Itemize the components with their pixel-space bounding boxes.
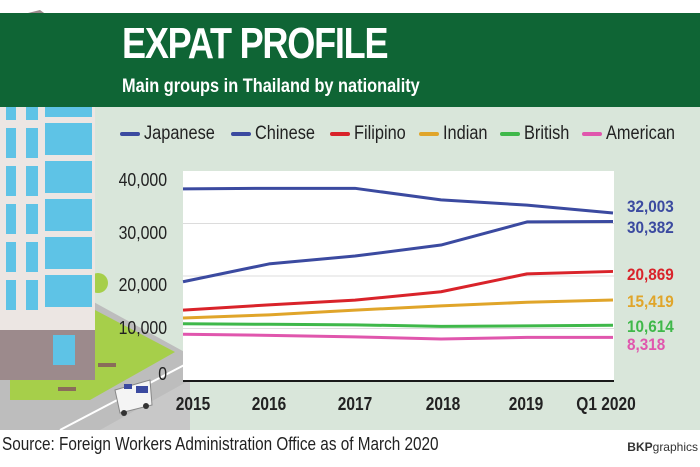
legend-swatch <box>231 132 252 136</box>
credit-brand: BKP <box>627 440 653 454</box>
series-line-filipino <box>182 269 614 312</box>
chart-legend: Japanese Chinese Filipino Indian British… <box>120 122 691 146</box>
x-tick-q1-2020: Q1 2020 <box>576 394 636 414</box>
van-icon <box>114 379 153 416</box>
x-tick-2016: 2016 <box>251 394 287 414</box>
series-line-british <box>182 322 614 328</box>
legend-swatch <box>581 132 602 136</box>
legend-label: American <box>605 123 675 144</box>
y-tick-40000: 40,000 <box>118 170 167 190</box>
x-tick-2017: 2017 <box>337 394 373 414</box>
series-line-indian <box>182 298 614 320</box>
legend-swatch <box>330 132 351 136</box>
series-line-chinese <box>182 219 614 284</box>
legend-label: Indian <box>443 123 488 144</box>
legend-item-chinese: Chinese <box>231 123 315 145</box>
y-tick-10000: 10,000 <box>118 318 167 338</box>
x-tick-2018: 2018 <box>425 394 461 414</box>
series-line-american <box>182 332 614 341</box>
end-label-indian: 15,419 <box>627 292 674 311</box>
chart-title: EXPAT PROFILE <box>122 19 389 68</box>
end-label-british: 10,614 <box>627 317 674 336</box>
y-tick-0: 0 <box>158 364 167 384</box>
legend-item-american: American <box>581 123 676 145</box>
legend-item-indian: Indian <box>419 123 488 145</box>
legend-item-british: British <box>500 123 570 145</box>
legend-swatch <box>419 132 440 136</box>
credit-suffix: graphics <box>652 440 698 454</box>
header-banner <box>0 13 700 107</box>
legend-swatch <box>500 132 521 136</box>
end-label-filipino: 20,869 <box>627 265 674 284</box>
end-label-chinese: 30,382 <box>627 218 674 237</box>
legend-item-filipino: Filipino <box>330 123 406 145</box>
credit: BKPgraphics <box>627 440 698 454</box>
legend-label: Filipino <box>354 123 406 144</box>
y-tick-20000: 20,000 <box>118 275 167 295</box>
legend-label: British <box>524 123 570 144</box>
legend-item-japanese: Japanese <box>120 123 216 145</box>
chart-subtitle: Main groups in Thailand by nationality <box>122 76 420 97</box>
x-tick-2019: 2019 <box>508 394 544 414</box>
legend-label: Chinese <box>255 123 316 144</box>
source-note: Source: Foreign Workers Administration O… <box>2 434 439 454</box>
y-tick-30000: 30,000 <box>118 223 167 243</box>
end-label-japanese: 32,003 <box>627 197 674 216</box>
legend-label: Japanese <box>144 123 215 144</box>
end-label-american: 8,318 <box>627 335 666 354</box>
legend-swatch <box>120 132 140 136</box>
x-tick-2015: 2015 <box>175 394 211 414</box>
series-line-japanese <box>182 186 614 215</box>
